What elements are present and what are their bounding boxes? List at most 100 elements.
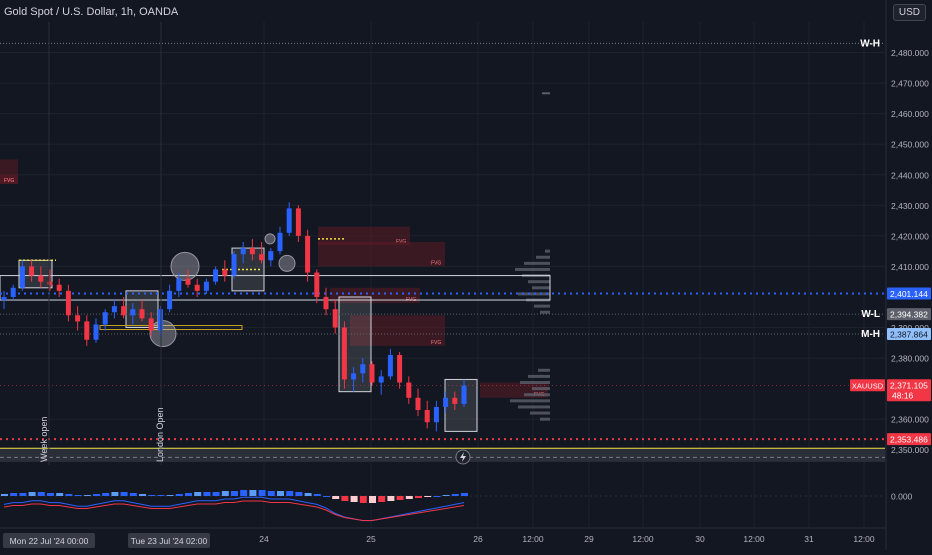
- volume-profile-bar: [536, 255, 550, 259]
- candle-body: [93, 324, 99, 340]
- volume-profile-bar: [540, 310, 550, 314]
- candle[interactable]: [111, 300, 117, 319]
- candle[interactable]: [369, 361, 375, 386]
- y-tick-label: 2,480.000: [891, 48, 929, 58]
- candle[interactable]: [305, 229, 311, 282]
- candle[interactable]: [121, 296, 127, 319]
- candle-body: [452, 397, 458, 404]
- candle[interactable]: [378, 370, 384, 395]
- candle[interactable]: [259, 241, 265, 264]
- candle[interactable]: [167, 284, 173, 313]
- volume-profile-bar: [528, 374, 550, 378]
- price-axis-label: [887, 308, 931, 321]
- order-block-box: [444, 378, 478, 432]
- candle[interactable]: [249, 238, 255, 261]
- candle[interactable]: [406, 376, 412, 404]
- candle[interactable]: [29, 260, 35, 282]
- indicator-histogram-bar: [19, 493, 27, 496]
- indicator-histogram-bar: [313, 494, 321, 496]
- candle-body: [213, 269, 219, 282]
- indicator-histogram-bar: [424, 496, 432, 497]
- candle[interactable]: [102, 309, 108, 331]
- candle[interactable]: [222, 260, 228, 282]
- candle[interactable]: [130, 303, 136, 325]
- indicator-histogram-bar: [212, 492, 220, 496]
- candle[interactable]: [351, 367, 357, 392]
- date-pill: [128, 533, 210, 548]
- candle[interactable]: [213, 266, 219, 285]
- candle[interactable]: [397, 351, 403, 389]
- candle[interactable]: [286, 202, 292, 236]
- indicator-histogram-bar: [139, 494, 146, 496]
- y-tick-label: 2,390.000: [891, 323, 929, 333]
- candle[interactable]: [452, 391, 458, 411]
- candle[interactable]: [231, 251, 237, 279]
- x-tick-label: 30: [695, 534, 705, 544]
- candle[interactable]: [240, 241, 246, 264]
- indicator-histogram-bar: [295, 492, 303, 496]
- candle[interactable]: [314, 269, 320, 304]
- candle[interactable]: [19, 260, 25, 291]
- candle[interactable]: [332, 300, 338, 334]
- candle-body: [406, 382, 412, 398]
- candle[interactable]: [56, 278, 62, 297]
- candle-body: [38, 275, 44, 282]
- candle[interactable]: [194, 278, 200, 297]
- indicator-histogram-bar: [231, 491, 238, 496]
- candle-body: [121, 306, 127, 316]
- candle[interactable]: [415, 388, 421, 417]
- price-axis-label: [887, 287, 931, 300]
- currency-badge[interactable]: USD: [892, 4, 926, 21]
- indicator-histogram-bar: [120, 492, 128, 496]
- fvg-label: FVG: [4, 178, 14, 184]
- candle[interactable]: [277, 226, 283, 255]
- indicator-histogram-bar: [65, 494, 73, 496]
- indicator-histogram-bar: [56, 493, 64, 496]
- fvg-label: FVG: [431, 260, 441, 266]
- indicator-histogram-bar: [129, 493, 137, 496]
- candle[interactable]: [203, 278, 209, 294]
- session-marker-circle: [264, 233, 276, 245]
- candle[interactable]: [65, 284, 71, 322]
- fvg-label: FVG: [431, 340, 441, 346]
- candle[interactable]: [148, 312, 154, 337]
- candle[interactable]: [323, 287, 329, 316]
- candle[interactable]: [341, 321, 347, 389]
- candle[interactable]: [360, 358, 366, 383]
- indicator-histogram-bar: [415, 496, 422, 498]
- candle-body: [231, 254, 237, 276]
- candle[interactable]: [75, 306, 81, 331]
- candle[interactable]: [10, 284, 16, 301]
- candle[interactable]: [387, 348, 393, 380]
- fvg-zone: [318, 226, 410, 246]
- session-marker-circle: [170, 251, 200, 281]
- price-axis-label-text: 2,387.864: [890, 330, 928, 340]
- candle[interactable]: [443, 391, 449, 414]
- candle[interactable]: [157, 306, 163, 337]
- price-axis-label-text: 2,394.382: [890, 310, 928, 320]
- candle-body: [111, 306, 117, 313]
- indicator-histogram-bar: [83, 495, 91, 496]
- candle[interactable]: [295, 205, 301, 242]
- candle-body: [259, 254, 265, 261]
- indicator-histogram-bar: [267, 491, 275, 496]
- candle[interactable]: [84, 315, 90, 346]
- candle[interactable]: [268, 248, 274, 267]
- candle[interactable]: [93, 318, 99, 343]
- indicator-histogram-bar: [378, 496, 386, 502]
- candle[interactable]: [139, 300, 145, 322]
- candle[interactable]: [1, 290, 7, 310]
- candle[interactable]: [185, 269, 191, 288]
- candle[interactable]: [433, 400, 439, 432]
- candle[interactable]: [461, 379, 467, 407]
- week-low-label: W-L: [861, 309, 880, 320]
- indicator-histogram-bar: [277, 491, 284, 496]
- candle-body: [277, 232, 283, 252]
- candle[interactable]: [47, 269, 53, 291]
- candle[interactable]: [176, 272, 182, 297]
- candle-body: [461, 385, 467, 404]
- candle[interactable]: [38, 266, 44, 288]
- candle[interactable]: [424, 400, 430, 429]
